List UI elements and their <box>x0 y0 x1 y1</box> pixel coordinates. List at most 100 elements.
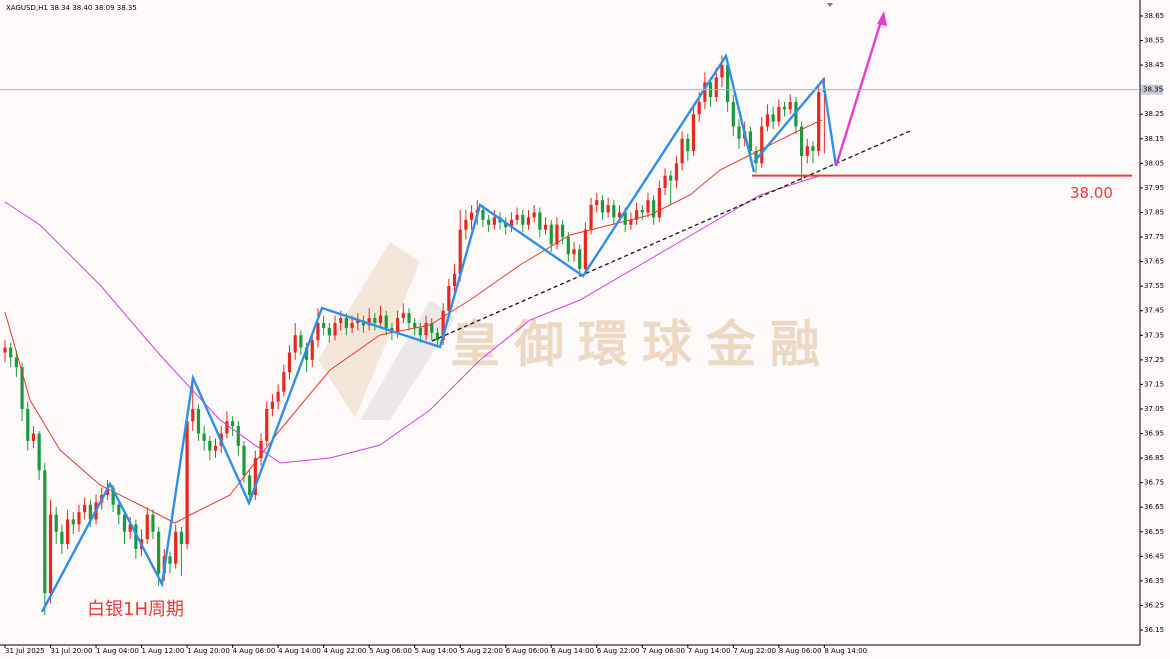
candle-body <box>657 187 661 218</box>
candle-body <box>726 65 730 102</box>
candle-body <box>356 320 360 323</box>
candle-body <box>469 212 474 220</box>
candle-body <box>407 313 411 323</box>
candle-body <box>253 458 257 495</box>
candle-body <box>122 514 127 532</box>
x-tick-label: 4 Aug 14:00 <box>278 647 321 655</box>
candle-body <box>339 318 343 323</box>
x-tick-label: 7 Aug 06:00 <box>642 647 685 655</box>
arrow-head <box>877 11 887 26</box>
candle-body <box>287 352 292 373</box>
candle-body <box>532 212 536 218</box>
candle-body <box>304 347 309 360</box>
candle-body <box>663 175 667 188</box>
candle-body <box>384 315 388 328</box>
candle-body <box>487 219 491 225</box>
last-price-label: 38.35 <box>1143 86 1163 94</box>
candle-body <box>60 531 64 545</box>
candle-body <box>612 205 616 218</box>
candle-body <box>333 322 337 336</box>
candle-body <box>629 219 633 225</box>
indicators <box>4 119 823 524</box>
y-tick-label: 36.75 <box>1144 479 1164 487</box>
candle-body <box>447 286 451 311</box>
candle-body <box>378 315 383 323</box>
y-tick-label: 36.85 <box>1144 454 1164 462</box>
candle-body <box>213 445 218 451</box>
candle-body <box>9 347 13 358</box>
candle-body <box>504 222 508 228</box>
candle-body <box>572 249 576 255</box>
y-tick-label: 36.55 <box>1144 528 1164 536</box>
candle-body <box>589 205 593 230</box>
candle-body <box>316 322 320 341</box>
candle-body <box>48 514 53 594</box>
candle-body <box>669 175 673 181</box>
candle-body <box>771 114 775 122</box>
candle-body <box>128 524 132 532</box>
candle-body <box>760 126 764 164</box>
forecast-arrow <box>834 17 884 167</box>
zigzag <box>40 53 756 613</box>
candle-body <box>77 512 81 525</box>
candle-body <box>367 318 371 326</box>
candle-body <box>310 340 314 360</box>
candle-body <box>276 391 280 402</box>
y-tick-label: 37.25 <box>1144 356 1164 364</box>
x-tick-label: 31 Jul 2025 <box>5 647 45 655</box>
candle-body <box>634 210 639 220</box>
y-tick-label: 37.65 <box>1144 258 1164 266</box>
y-tick-label: 36.65 <box>1144 503 1164 511</box>
candle-body <box>179 531 183 545</box>
candle-body <box>800 126 804 156</box>
candle-body <box>680 138 684 164</box>
trend-line <box>431 130 911 342</box>
candle-body <box>322 322 326 328</box>
candle-body <box>350 322 354 328</box>
candle-body <box>54 514 58 532</box>
x-tick-label: 7 Aug 22:00 <box>733 647 776 655</box>
candle-body <box>14 357 18 368</box>
y-tick-label: 38.45 <box>1144 61 1164 69</box>
drawings <box>40 11 911 613</box>
y-tick-label: 38.15 <box>1144 135 1164 143</box>
y-tick-label: 37.75 <box>1144 233 1164 241</box>
watermark: 皇御環球金融 <box>450 316 834 374</box>
level-label: 38.00 <box>1070 184 1113 202</box>
moving-average <box>4 174 823 464</box>
candle-body <box>88 504 92 520</box>
candle-body <box>191 408 195 422</box>
candle-body <box>515 214 519 220</box>
candle-body <box>401 313 405 319</box>
candle-body <box>196 408 201 434</box>
candle-body <box>435 332 440 341</box>
candle-body <box>674 163 679 181</box>
candle-body <box>208 440 212 451</box>
candle-body <box>20 367 24 409</box>
candle-body <box>555 224 559 245</box>
candle-body <box>396 318 400 333</box>
y-tick-label: 36.45 <box>1144 552 1164 560</box>
candle-body <box>578 249 582 269</box>
candle-body <box>242 445 246 476</box>
candle-body <box>788 101 792 110</box>
y-tick-label: 37.45 <box>1144 307 1164 315</box>
x-tick-label: 7 Aug 14:00 <box>688 647 731 655</box>
y-tick-label: 37.85 <box>1144 208 1164 216</box>
candle-body <box>71 519 75 525</box>
candle-body <box>418 327 422 336</box>
candle-body <box>583 229 587 269</box>
y-tick-label: 37.35 <box>1144 331 1164 339</box>
x-tick-label: 1 Aug 20:00 <box>187 647 230 655</box>
candle-body <box>265 408 269 441</box>
y-tick-label: 38.05 <box>1144 159 1164 167</box>
marker <box>827 3 833 7</box>
candle-body <box>595 200 599 206</box>
candle-body <box>509 219 514 228</box>
candle-body <box>344 318 348 328</box>
candle-body <box>3 347 7 353</box>
x-tick-label: 6 Aug 22:00 <box>597 647 640 655</box>
candle-body <box>492 217 496 225</box>
x-tick-label: 1 Aug 12:00 <box>142 647 185 655</box>
y-tick-label: 37.95 <box>1144 184 1164 192</box>
